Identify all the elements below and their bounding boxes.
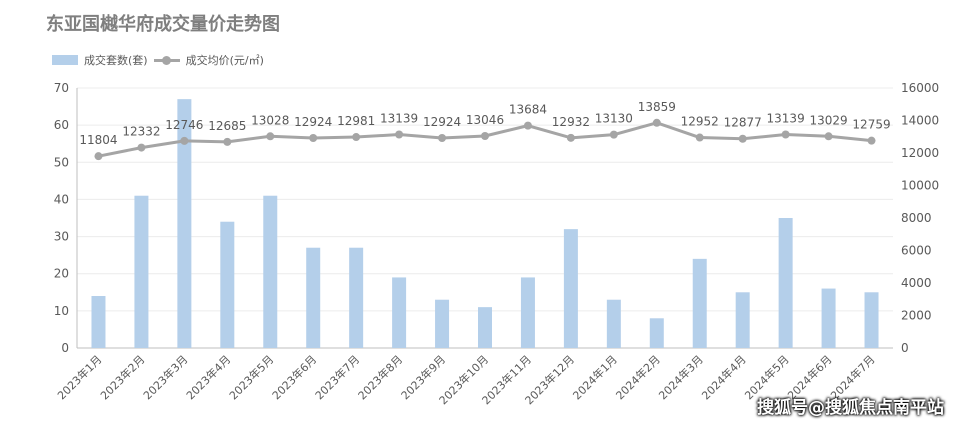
line-data-label: 13859 [638, 100, 676, 114]
line-data-label: 12759 [852, 118, 890, 132]
line-data-label: 12685 [208, 119, 246, 133]
line-point [438, 133, 447, 142]
line-data-label: 12932 [552, 115, 590, 129]
line-data-label: 12332 [122, 125, 160, 139]
line-point [352, 133, 361, 142]
bar [435, 299, 450, 348]
line-data-label: 12877 [724, 116, 762, 130]
y-left-tick-label: 0 [61, 341, 69, 355]
chart-legend: 成交套数(套) 成交均价(元/㎡) [52, 52, 264, 68]
y-left-tick-label: 40 [54, 192, 69, 206]
line-data-label: 11804 [79, 133, 117, 147]
watermark: 搜狐号@搜狐焦点南平站 [757, 398, 944, 418]
y-left-tick-label: 10 [54, 304, 69, 318]
x-tick-label: 2023年3月 [140, 352, 190, 402]
line-point [566, 133, 575, 142]
y-right-tick-label: 10000 [901, 179, 939, 193]
legend-line-label: 成交均价(元/㎡) [185, 54, 264, 67]
bar [91, 296, 106, 348]
line-data-label: 12924 [423, 115, 461, 129]
bar [821, 288, 836, 348]
line-data-label: 13029 [809, 113, 847, 127]
bar [649, 318, 664, 348]
bar [864, 292, 879, 348]
line-point [266, 132, 275, 141]
line-point [223, 137, 232, 146]
line-point [94, 152, 103, 161]
legend-line-swatch [153, 55, 180, 65]
y-left-tick-label: 50 [54, 155, 69, 169]
line-point [695, 133, 704, 142]
y-left-tick-label: 20 [54, 267, 69, 281]
y-left-tick-label: 70 [54, 81, 69, 95]
line-point [609, 130, 618, 139]
line-data-label: 13130 [595, 112, 633, 126]
bar [349, 247, 364, 348]
bar [177, 99, 192, 349]
x-tick-label: 2023年6月 [269, 352, 319, 402]
bar [478, 307, 492, 348]
x-tick-label: 2023年8月 [355, 352, 405, 402]
line-data-label: 13139 [380, 111, 418, 125]
chart-title: 东亚国樾华府成交量价走势图 [46, 14, 280, 35]
legend-bar-swatch [52, 55, 78, 65]
y-right-tick-label: 6000 [901, 244, 932, 258]
line-data-label: 13046 [466, 113, 504, 127]
line-data-label: 12952 [681, 115, 719, 129]
x-tick-label: 2023年4月 [183, 352, 233, 402]
y-left-tick-label: 60 [54, 118, 69, 132]
y-right-tick-label: 4000 [901, 276, 932, 290]
y-right-tick-label: 2000 [901, 309, 932, 323]
line-data-label: 13028 [251, 113, 289, 127]
legend-item-line: 成交均价(元/㎡) [148, 52, 264, 68]
line-point [824, 132, 833, 141]
x-tick-label: 2023年7月 [312, 352, 362, 402]
bar [606, 299, 621, 348]
x-tick-label: 2024年2月 [613, 352, 663, 402]
y-left-tick-label: 30 [54, 230, 69, 244]
bar [563, 229, 578, 348]
bar [778, 218, 793, 348]
bar [735, 292, 750, 348]
bar [263, 195, 278, 348]
line-data-label: 13684 [509, 103, 547, 117]
y-right-tick-label: 14000 [901, 114, 939, 128]
x-tick-label: 2023年1月 [54, 352, 104, 402]
y-right-tick-label: 8000 [901, 211, 932, 225]
line-point [395, 130, 404, 139]
line-point [781, 130, 790, 139]
line-point [180, 136, 189, 145]
bar [692, 258, 707, 348]
line-point [137, 143, 146, 152]
x-tick-label: 2023年2月 [97, 352, 147, 402]
line-point [867, 136, 876, 145]
bar [520, 277, 535, 348]
bar [220, 221, 235, 348]
line-data-label: 12981 [337, 114, 375, 128]
line-point [523, 121, 532, 130]
y-right-tick-label: 12000 [901, 146, 939, 160]
x-tick-label: 2023年5月 [226, 352, 276, 402]
line-point [309, 133, 318, 142]
line-point [652, 118, 661, 127]
bar [134, 195, 149, 348]
legend-bar-label: 成交套数(套) [84, 54, 148, 67]
x-tick-label: 2024年3月 [656, 352, 706, 402]
legend-item-bar: 成交套数(套) [52, 52, 148, 68]
y-right-tick-label: 0 [901, 341, 909, 355]
y-right-tick-label: 16000 [901, 81, 939, 95]
line-point [738, 134, 747, 143]
line-point [481, 132, 489, 141]
line-data-label: 12746 [165, 118, 203, 132]
bar [306, 247, 321, 348]
x-tick-label: 2024年4月 [699, 352, 749, 402]
line-data-label: 13139 [767, 111, 805, 125]
x-tick-label: 2024年1月 [570, 352, 620, 402]
bar [392, 277, 407, 348]
line-data-label: 12924 [294, 115, 332, 129]
